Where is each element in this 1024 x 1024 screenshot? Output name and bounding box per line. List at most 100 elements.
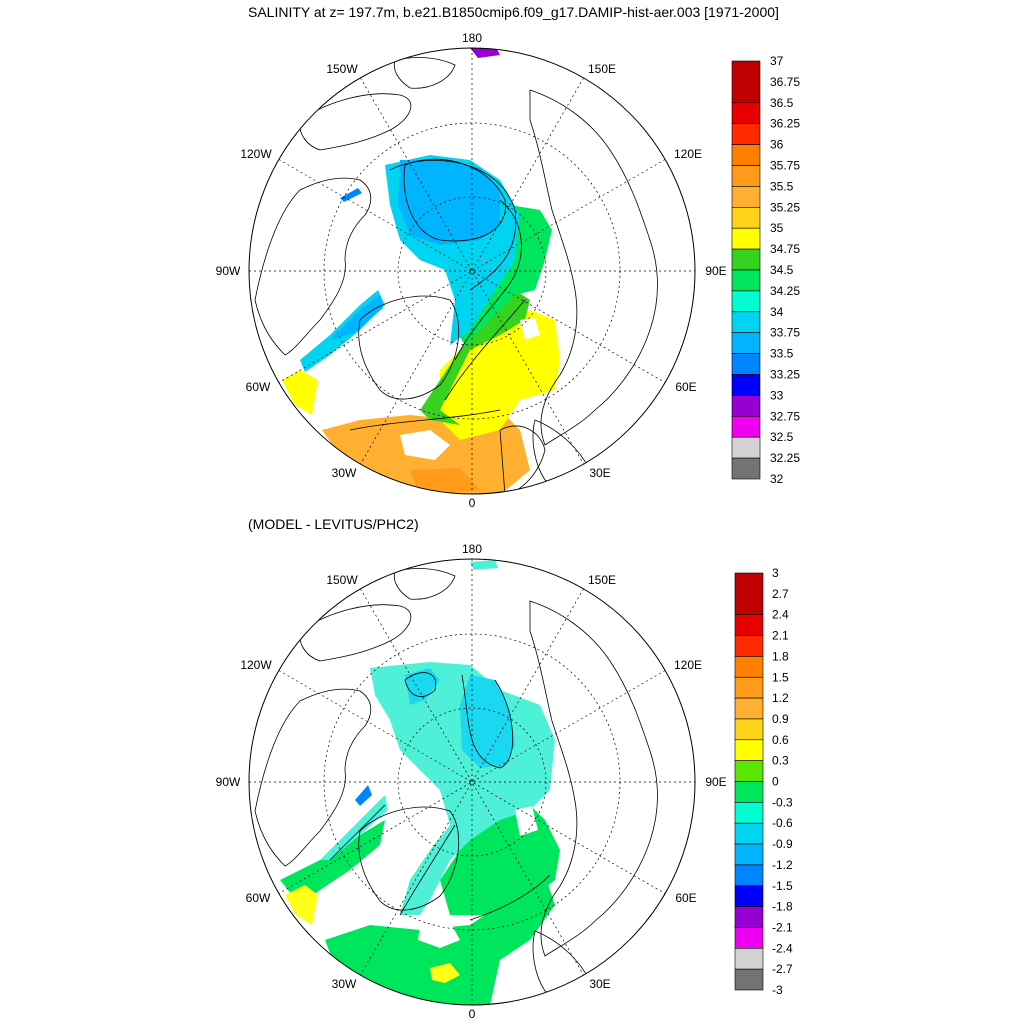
bottom-colorbar-swatch — [734, 656, 764, 678]
top-field-green — [420, 290, 530, 425]
top-lon-120w: 120W — [240, 147, 272, 161]
top-colorbar-label: 34.25 — [770, 284, 800, 298]
top-colorbar-label: 32.5 — [770, 430, 794, 444]
bot-lon-150e: 150E — [588, 573, 616, 587]
bottom-colorbar-label: 3 — [772, 566, 779, 580]
top-colorbar-label: 34.75 — [770, 242, 800, 256]
bot-field-neg-mid2 — [405, 668, 440, 705]
top-lon-30e: 30E — [589, 466, 610, 480]
top-colorbar-swatch — [731, 353, 761, 375]
top-lon-150e: 150E — [588, 62, 616, 76]
bot-field-blue — [355, 785, 372, 806]
top-colorbar-label: 32.25 — [770, 451, 800, 465]
top-colorbar: 37 36.75 36.5 36.25 36 35.75 35.5 35.25 35 34.75 3… — [731, 54, 800, 486]
bottom-colorbar-swatch — [734, 885, 764, 907]
top-colorbar-label: 36 — [770, 138, 784, 152]
top-colorbar-label: 33 — [770, 388, 784, 402]
bottom-map-field — [249, 559, 695, 1005]
top-colorbar-label: 36.25 — [770, 117, 800, 131]
top-colorbar-swatch — [731, 144, 761, 166]
top-colorbar-label: 36.75 — [770, 75, 800, 89]
bot-lon-90w: 90W — [216, 775, 241, 789]
top-lon-0: 0 — [469, 496, 476, 510]
bottom-colorbar-label: -0.9 — [772, 837, 793, 851]
bot-lon-60e: 60E — [675, 891, 696, 905]
bottom-colorbar-swatch — [734, 635, 764, 657]
bottom-colorbar-swatch — [734, 760, 764, 782]
top-field-white-hole — [400, 430, 450, 460]
bottom-colorbar-swatch — [734, 614, 764, 636]
bottom-colorbar-swatch — [734, 822, 764, 845]
top-colorbar-label: 36.5 — [770, 96, 794, 110]
top-colorbar-swatch — [731, 207, 761, 229]
top-colorbar-label: 35.5 — [770, 179, 794, 193]
bot-lon-30w: 30W — [332, 977, 357, 991]
bot-field-white-hole — [418, 922, 460, 948]
top-colorbar-swatch — [731, 374, 761, 396]
bottom-colorbar-label: -1.5 — [772, 879, 793, 893]
top-colorbar-swatch — [731, 269, 761, 292]
bottom-colorbar-label: 2.4 — [772, 608, 789, 622]
bot-lon-120e: 120E — [674, 658, 702, 672]
bot-lon-60w: 60W — [246, 891, 271, 905]
bottom-colorbar-label: -1.8 — [772, 900, 793, 914]
bottom-coastlines — [254, 568, 658, 997]
bot-lon-180: 180 — [462, 542, 482, 556]
bottom-colorbar-label: -0.3 — [772, 795, 793, 809]
bottom-panel-title: (MODEL - LEVITUS/PHC2) — [248, 516, 419, 532]
top-colorbar-swatch — [731, 60, 761, 104]
top-panel-title: SALINITY at z= 197.7m, b.e21.B1850cmip6.… — [248, 4, 779, 20]
top-lon-60e: 60E — [675, 380, 696, 394]
top-graticule — [249, 48, 695, 494]
bottom-colorbar-swatch — [734, 906, 764, 928]
top-polar-map: 180 150W 150E 120W 120E 90W 90E 60W 60E … — [216, 31, 801, 510]
top-lon-150w: 150W — [326, 62, 358, 76]
top-colorbar-label: 32 — [770, 472, 784, 486]
bottom-colorbar-swatch — [734, 781, 764, 803]
bottom-colorbar-label: 2.1 — [772, 629, 789, 643]
top-colorbar-swatch — [731, 227, 761, 250]
top-field-blue — [340, 188, 362, 202]
bottom-colorbar-label: -2.1 — [772, 920, 793, 934]
top-colorbar-swatch — [731, 290, 761, 313]
top-colorbar-label: 33.5 — [770, 347, 794, 361]
top-colorbar-label: 35.75 — [770, 159, 800, 173]
bottom-colorbar-swatch — [734, 739, 764, 761]
top-colorbar-swatch — [731, 436, 761, 459]
bottom-graticule — [249, 559, 695, 1005]
bottom-colorbar-label: -3 — [772, 983, 783, 997]
top-lon-90e: 90E — [705, 264, 726, 278]
top-map-field — [249, 48, 695, 494]
bot-field-white-hole2 — [515, 806, 538, 836]
bottom-colorbar-label: 1.8 — [772, 649, 789, 663]
bottom-colorbar-label: -1.2 — [772, 858, 793, 872]
bot-lon-150w: 150W — [326, 573, 358, 587]
top-field-white-hole2 — [520, 318, 540, 340]
top-colorbar-swatch — [731, 457, 761, 480]
top-lon-120e: 120E — [674, 147, 702, 161]
top-field-fresh — [398, 160, 500, 245]
bottom-colorbar-swatch — [734, 572, 764, 616]
bottom-colorbar-label: -2.4 — [772, 941, 793, 955]
bottom-colorbar-label: 0 — [772, 775, 779, 789]
top-field-dorange — [410, 468, 480, 494]
top-colorbar-swatch — [731, 395, 761, 417]
top-colorbar-label: 37 — [770, 54, 784, 68]
bot-lon-30e: 30E — [589, 977, 610, 991]
top-colorbar-label: 33.25 — [770, 368, 800, 382]
bottom-colorbar-swatch — [734, 843, 764, 866]
bot-lon-120w: 120W — [240, 658, 272, 672]
top-colorbar-swatch — [731, 102, 761, 125]
bot-field-yellow-spot — [430, 963, 460, 983]
top-colorbar-swatch — [731, 332, 761, 354]
bottom-colorbar: 3 2.7 2.4 2.1 1.8 1.5 1.2 0.9 0.6 0.3 0 -0.3 -0.6 -0.… — [734, 566, 793, 997]
top-field-yellow-lab — [282, 370, 318, 415]
bottom-colorbar-label: 1.2 — [772, 691, 789, 705]
top-lon-180: 180 — [462, 31, 482, 45]
top-field-baffin2 — [330, 295, 383, 340]
top-colorbar-swatch — [731, 165, 761, 187]
bot-lon-0: 0 — [469, 1007, 476, 1021]
bottom-colorbar-swatch — [734, 864, 764, 887]
top-colorbar-swatch — [731, 123, 761, 145]
top-colorbar-label: 34 — [770, 305, 784, 319]
